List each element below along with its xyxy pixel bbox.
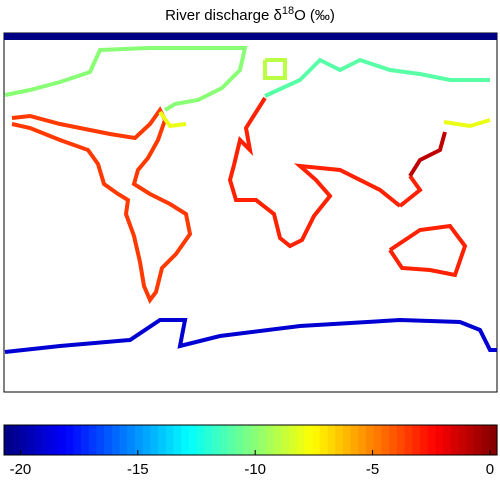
colorbar-cell [458, 425, 467, 455]
colorbar-cell [258, 425, 267, 455]
colorbar-cell [142, 425, 151, 455]
colorbar-cell [57, 425, 67, 455]
colorbar-cell [273, 425, 282, 455]
colorbar-cell [296, 425, 306, 455]
coastline [227, 96, 402, 249]
colorbar-cell [19, 425, 28, 455]
colorbar-frame [3, 424, 498, 456]
coastline [388, 223, 468, 278]
colorbar-cell [481, 425, 490, 455]
colorbar-cell [42, 425, 51, 455]
colorbar-cell [65, 425, 74, 455]
colorbar-cell [158, 425, 167, 455]
colorbar-cell [281, 425, 290, 455]
coastline [4, 317, 497, 354]
colorbar-cell [335, 425, 344, 455]
colorbar-cell [404, 425, 413, 455]
colorbar-cell [466, 425, 475, 455]
colorbar-cell [188, 425, 198, 455]
title-text: O (‰) [294, 7, 335, 24]
colorbar-cell [427, 425, 436, 455]
colorbar-cell [119, 425, 128, 455]
colorbar-tick-label: -10 [244, 461, 266, 478]
colorbar-cell [450, 425, 460, 455]
map-frame [3, 32, 498, 393]
colorbar-cell [165, 425, 175, 455]
colorbar-cell [235, 425, 244, 455]
colorbar-cell [265, 425, 275, 455]
colorbar-cell [489, 425, 498, 455]
colorbar-cell [304, 425, 313, 455]
coastline [443, 118, 491, 129]
map [4, 33, 497, 354]
colorbar-cell [181, 425, 190, 455]
coastline [398, 174, 423, 208]
colorbar-cell [327, 425, 336, 455]
colorbar-cell [211, 425, 221, 455]
colorbar-cell [435, 425, 444, 455]
colorbar-cell [150, 425, 159, 455]
colorbar-tick-label: -15 [127, 461, 149, 478]
colorbar-cell [88, 425, 98, 455]
colorbar-cell [134, 425, 144, 455]
colorbar-cell [358, 425, 367, 455]
coastline [408, 131, 447, 178]
colorbar-cell [412, 425, 421, 455]
colorbar-cell [73, 425, 82, 455]
coastline [263, 58, 287, 80]
colorbar-tick-label: -20 [10, 461, 32, 478]
colorbar-cell [443, 425, 452, 455]
colorbar-cell [342, 425, 352, 455]
colorbar-cell [27, 425, 36, 455]
colorbar-cell [419, 425, 429, 455]
coastline [264, 57, 490, 98]
colorbar-cell [473, 425, 483, 455]
colorbar-cell [312, 425, 321, 455]
colorbar-cell [204, 425, 213, 455]
title-sup: 18 [282, 5, 294, 17]
colorbar-cell [81, 425, 90, 455]
colorbar-cell [350, 425, 359, 455]
colorbar-cell [227, 425, 236, 455]
colorbar-cell [173, 425, 182, 455]
colorbar-cell [366, 425, 375, 455]
title-text: River discharge δ [165, 7, 282, 24]
colorbar-cell [219, 425, 228, 455]
coastline [4, 46, 248, 112]
colorbar-cell [196, 425, 205, 455]
colorbar-cell [381, 425, 390, 455]
colorbar-cell [242, 425, 252, 455]
colorbar-cell [389, 425, 398, 455]
coastline [11, 106, 193, 304]
colorbar-cell [96, 425, 105, 455]
colorbar-cell [396, 425, 406, 455]
colorbar-cell [34, 425, 44, 455]
colorbar-cell [11, 425, 21, 455]
colorbar-tick-label: 0 [486, 461, 494, 478]
colorbar-cell [289, 425, 298, 455]
coastline [158, 110, 187, 129]
colorbar-cell [111, 425, 121, 455]
colorbar-cell [104, 425, 113, 455]
colorbar-cell [127, 425, 136, 455]
colorbar-cell [4, 425, 13, 455]
colorbar-cell [373, 425, 383, 455]
colorbar-cell [319, 425, 329, 455]
colorbar-tick-label: -5 [366, 461, 379, 478]
colorbar-cell [250, 425, 259, 455]
title: River discharge δ18O (‰) [165, 5, 335, 24]
colorbar: -20 -15 -10 -5 0 [4, 425, 498, 478]
colorbar-cell [50, 425, 59, 455]
